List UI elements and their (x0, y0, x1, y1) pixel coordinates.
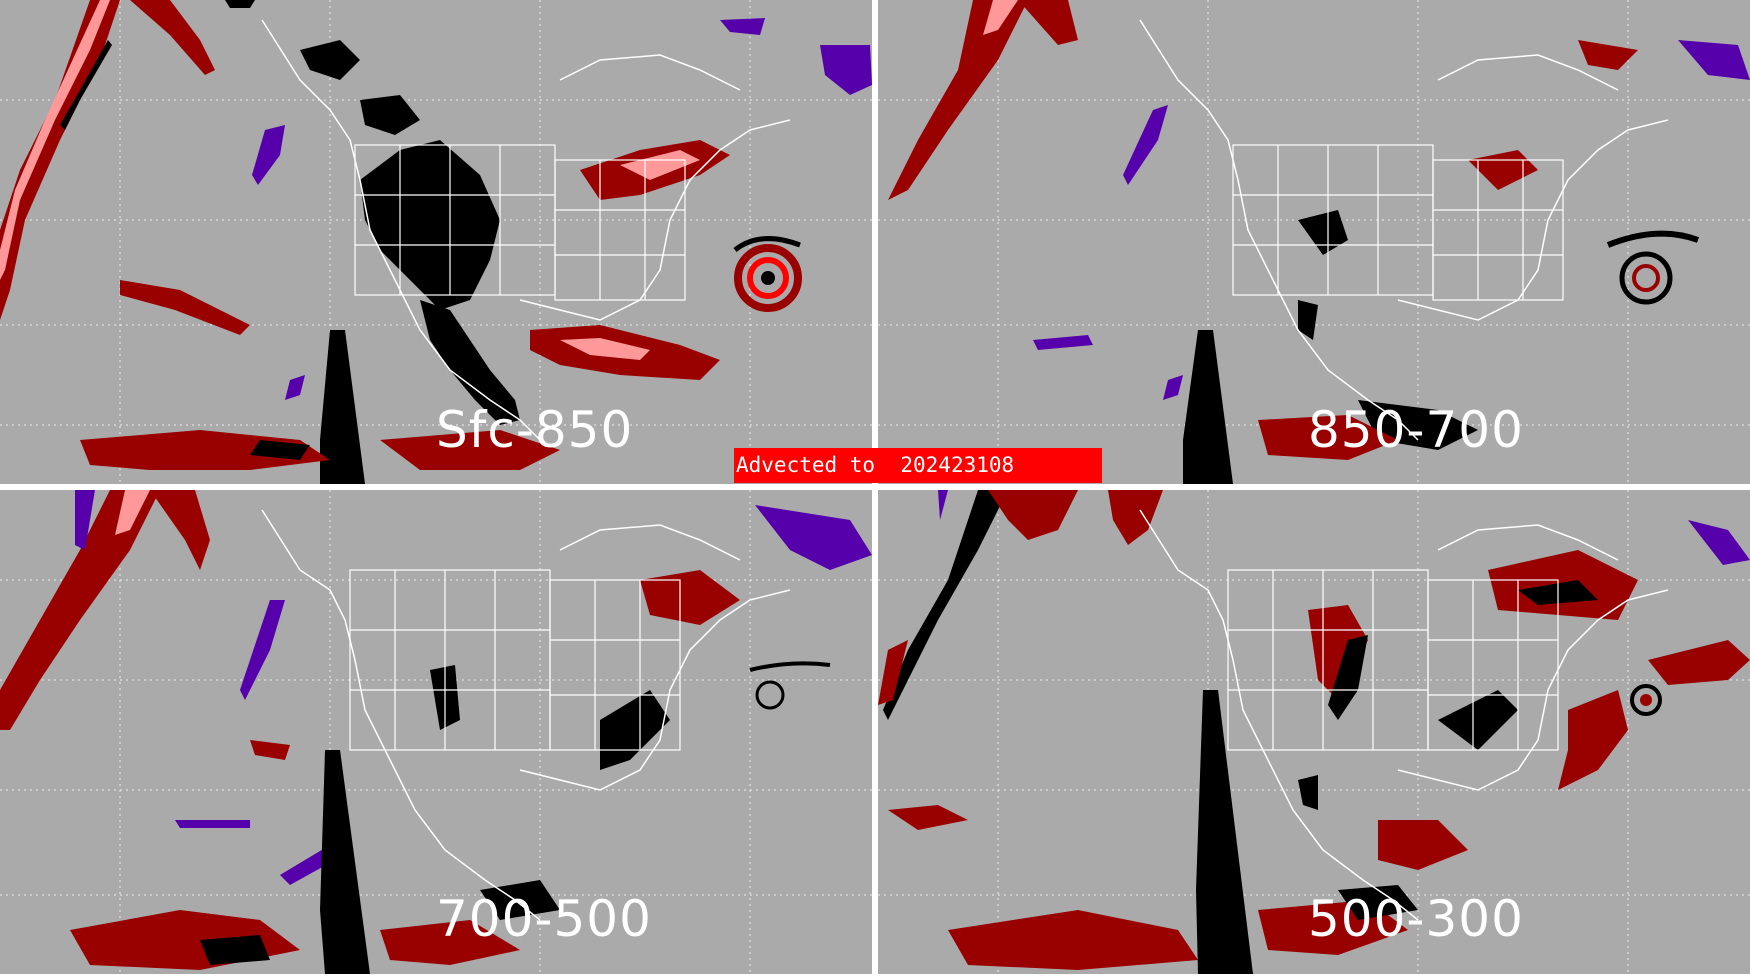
advected-label: Advected to (736, 453, 876, 477)
layer-label-sfc-850: Sfc-850 (436, 401, 634, 459)
purple-pacific-2 (175, 820, 250, 828)
hurricane-tl (733, 236, 802, 312)
gulf-pink (560, 338, 650, 360)
purple-pacific (240, 600, 285, 700)
front-north-red (1018, 0, 1078, 45)
purple-ne (1688, 520, 1750, 565)
tropics-red-2 (380, 920, 520, 965)
hurricane-br (1630, 684, 1662, 716)
pacific-black-wedge (1183, 330, 1233, 484)
pacific-front-red (0, 0, 120, 320)
advected-time: 202423108 (900, 453, 1015, 477)
pacific-black-wedge (320, 330, 365, 484)
map-canvas-850-700 (878, 0, 1750, 484)
tropics-red-2 (380, 430, 560, 470)
west-black (1298, 300, 1318, 340)
tropics-black (250, 440, 310, 460)
east-pink (620, 150, 700, 180)
map-panel-500-300: 500-300 (878, 490, 1750, 974)
tropics-red (80, 430, 330, 470)
map-panel-sfc-850: Sfc-850 (0, 0, 872, 484)
carib-black (1338, 885, 1418, 920)
red-nw (878, 640, 908, 705)
purple-ne (755, 505, 872, 570)
interior-black (1298, 210, 1348, 255)
atlantic-red (1648, 640, 1750, 685)
west-red (250, 740, 290, 760)
pacific-front-red (0, 490, 160, 730)
purple-pacific-2 (285, 375, 305, 400)
coastlines (1139, 509, 1669, 921)
layer-label-700-500: 700-500 (436, 890, 652, 948)
mexico-black (420, 300, 520, 425)
purple-ne (820, 45, 872, 95)
pacific-front-black (883, 490, 1008, 720)
sw-black (1298, 775, 1318, 810)
hurricane-tr (1606, 230, 1700, 305)
coastlines (261, 509, 791, 921)
coastlines (1139, 19, 1669, 441)
gulf-red (1378, 820, 1468, 870)
state-borders (354, 144, 686, 301)
purple-ne-2 (720, 18, 765, 35)
map-canvas-sfc-850 (0, 0, 872, 484)
front-north-red (150, 490, 210, 570)
tropics-red (948, 910, 1198, 970)
purple-pacific (252, 125, 285, 185)
state-borders (1232, 144, 1564, 301)
east-black (1438, 690, 1518, 750)
se-black (600, 690, 670, 770)
tropics-red (70, 910, 300, 970)
purple-pacific (1123, 105, 1168, 185)
front-north-red (1108, 490, 1163, 545)
hurricane-bl (749, 661, 831, 710)
north-black (300, 40, 360, 80)
map-panel-850-700: 850-700 (878, 0, 1750, 484)
rockies-black (360, 140, 500, 310)
ne-red (1578, 40, 1638, 70)
pacific-front-pink (115, 490, 150, 535)
map-canvas-700-500 (0, 490, 872, 974)
pacific-black-wedge (320, 750, 370, 974)
tropics-red (1258, 415, 1398, 460)
purple-pacific-2 (1033, 335, 1093, 350)
panel-divider-horizontal (0, 484, 1750, 490)
north-black-2 (360, 95, 420, 135)
pacific-black-wedge (1196, 690, 1253, 974)
map-panel-700-500: 700-500 (0, 490, 872, 974)
atlantic-red-2 (1558, 690, 1628, 790)
tropics-black (200, 935, 270, 965)
advected-time-banner: Advected to 202423108 (734, 448, 1102, 483)
mid-red (120, 280, 250, 335)
layer-label-500-300: 500-300 (1308, 890, 1524, 948)
pacific-front-red (888, 0, 1028, 200)
pacific-front-red (988, 490, 1078, 540)
pacific-red (888, 805, 968, 830)
state-borders (1227, 569, 1559, 751)
layer-label-850-700: 850-700 (1308, 401, 1524, 459)
purple-pacific-3 (1163, 375, 1183, 400)
nw-black (225, 0, 255, 8)
front-north-red (130, 0, 215, 75)
purple-nw (938, 490, 948, 520)
map-canvas-500-300 (878, 490, 1750, 974)
purple-nw (75, 490, 95, 550)
pacific-front-black (60, 40, 112, 130)
purple-ne (1678, 40, 1750, 80)
plains-black (1328, 635, 1368, 720)
coastlines (261, 19, 791, 441)
state-borders (349, 569, 681, 751)
pacific-front-pink (983, 0, 1018, 35)
purple-pacific-3 (280, 845, 335, 885)
ne-red (640, 570, 740, 625)
